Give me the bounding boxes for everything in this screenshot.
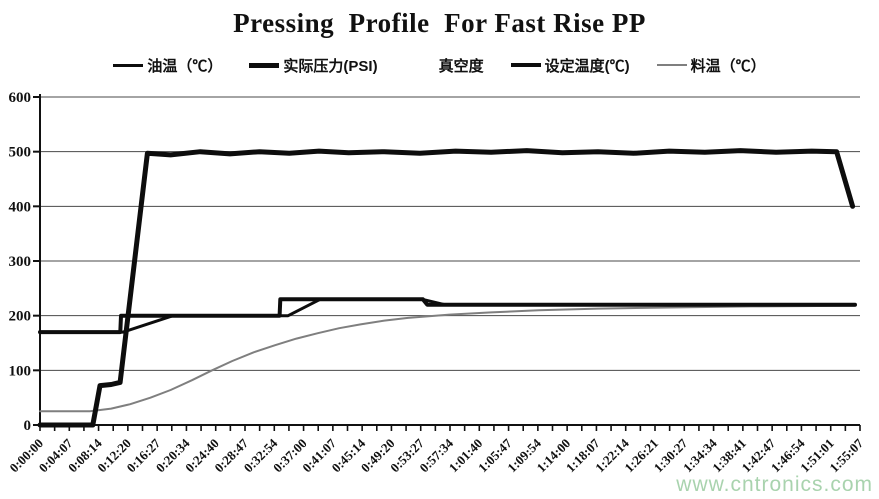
series-actual-pressure bbox=[37, 148, 856, 428]
y-tick-label: 500 bbox=[9, 145, 32, 161]
y-tick-label: 200 bbox=[9, 309, 32, 325]
chart-legend: 油温（℃） 实际压力(PSI) 真空度 设定温度(℃) 料温（℃） bbox=[0, 52, 879, 78]
x-tick-labels: 0:00:000:04:070:08:140:12:200:16:270:20:… bbox=[6, 435, 866, 475]
x-ticks bbox=[39, 425, 861, 431]
series-set-temp bbox=[38, 297, 857, 335]
y-gridlines bbox=[40, 96, 860, 371]
legend-label-set-temp: 设定温度(℃) bbox=[544, 57, 630, 75]
legend-swatch-material-temp bbox=[656, 64, 687, 66]
watermark: www.cntronics.com bbox=[676, 473, 873, 496]
y-tick-label: 0 bbox=[24, 418, 32, 434]
legend-label-material-temp: 料温（℃） bbox=[690, 57, 766, 75]
legend-item-vacuum: 真空度 bbox=[405, 55, 484, 76]
chart-title: Pressing Profile For Fast Rise PP bbox=[233, 8, 646, 38]
y-tick-label: 600 bbox=[9, 90, 32, 106]
x-tick-label: 1:55:07 bbox=[826, 435, 866, 475]
legend-label-vacuum: 真空度 bbox=[438, 57, 484, 75]
y-tick-label: 400 bbox=[9, 199, 32, 215]
legend-swatch-actual-pressure bbox=[249, 62, 280, 68]
legend-item-actual-pressure: 实际压力(PSI) bbox=[249, 55, 378, 76]
legend-swatch-oil-temp bbox=[113, 63, 144, 67]
y-tick-label: 100 bbox=[9, 363, 32, 379]
series-material-temp bbox=[39, 304, 856, 413]
legend-item-oil-temp: 油温（℃） bbox=[113, 55, 222, 76]
legend-item-material-temp: 料温（℃） bbox=[656, 55, 766, 76]
y-tick-labels: 0 100 200 300 400 500 600 bbox=[9, 90, 40, 434]
legend-item-set-temp: 设定温度(℃) bbox=[510, 55, 630, 76]
legend-label-actual-pressure: 实际压力(PSI) bbox=[283, 57, 378, 75]
legend-swatch-set-temp bbox=[510, 63, 541, 67]
legend-label-oil-temp: 油温（℃） bbox=[147, 57, 223, 75]
legend-swatch-vacuum bbox=[405, 65, 435, 66]
y-tick-label: 300 bbox=[9, 254, 32, 270]
